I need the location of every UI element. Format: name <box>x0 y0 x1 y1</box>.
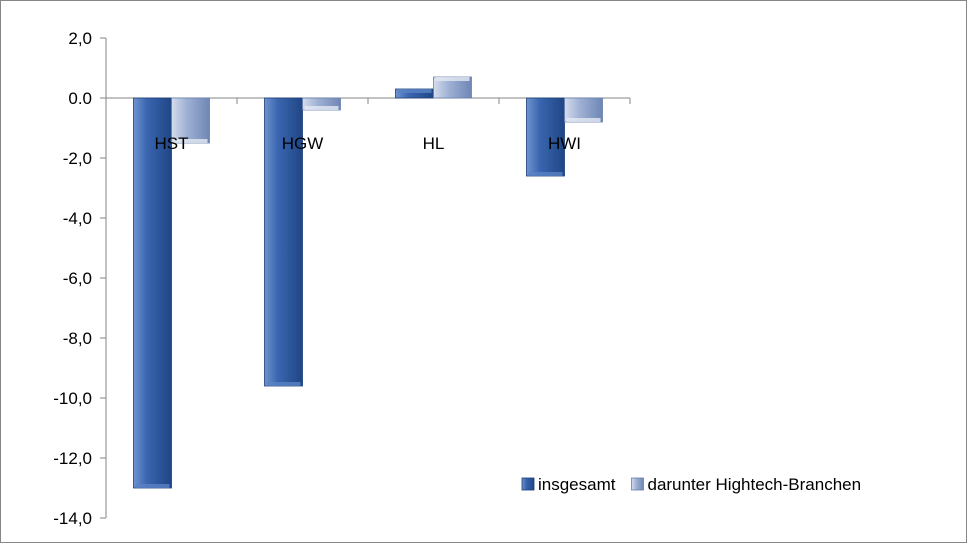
x-category-label: HST <box>155 134 189 153</box>
x-category-label: HGW <box>282 134 324 153</box>
y-tick-label: 0.0 <box>68 89 92 108</box>
y-tick-label: -12,0 <box>53 449 92 468</box>
legend-swatch <box>521 477 535 491</box>
bar-hl-series-1 <box>395 88 434 99</box>
legend-label: insgesamt <box>538 475 616 494</box>
bar-hst-series-2 <box>171 97 210 144</box>
y-tick-label: -10,0 <box>53 389 92 408</box>
y-tick-label: -4,0 <box>63 209 92 228</box>
x-category-label: HWI <box>548 134 581 153</box>
legend: insgesamt darunter Hightech-Branchen <box>521 475 861 494</box>
y-tick-label: -8,0 <box>63 329 92 348</box>
bar-hwi-series-1 <box>526 97 565 177</box>
bar-hwi-series-2 <box>564 97 603 123</box>
y-tick-label: 2,0 <box>68 29 92 48</box>
y-tick-label: -14,0 <box>53 509 92 528</box>
y-tick-label: -6,0 <box>63 269 92 288</box>
bar-hgw-series-1 <box>264 97 303 387</box>
legend-swatch <box>631 477 644 491</box>
legend-label: darunter Hightech-Branchen <box>647 475 861 494</box>
bar-hl-series-2 <box>433 76 472 99</box>
x-category-label: HL <box>423 134 445 153</box>
legend-item-1: insgesamt <box>521 475 616 494</box>
bar-hgw-series-2 <box>302 97 341 111</box>
bar-hst-series-1 <box>133 97 172 489</box>
legend-item-2: darunter Hightech-Branchen <box>631 475 861 494</box>
y-tick-label: -2,0 <box>63 149 92 168</box>
